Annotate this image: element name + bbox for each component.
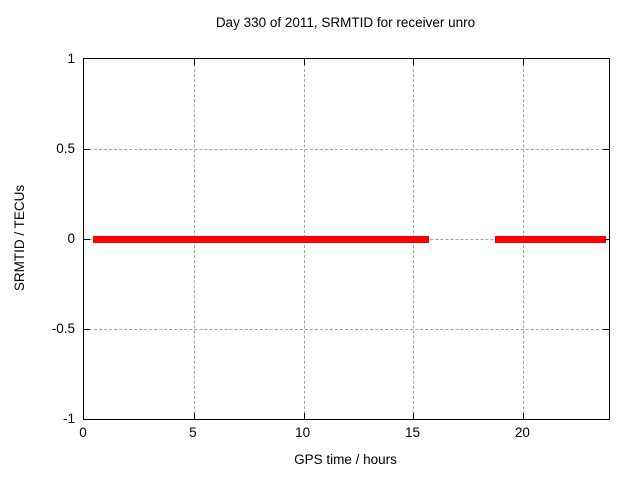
x-tick-label-15: 15	[404, 425, 420, 440]
y-tick-label--0.5: -0.5	[51, 321, 75, 336]
y-tick-label-0.5: 0.5	[56, 141, 75, 156]
x-tick-label-20: 20	[514, 425, 530, 440]
tick-y-0	[84, 239, 90, 240]
tick-y-right-0	[603, 239, 609, 240]
tick-x-top-15	[413, 59, 415, 65]
gridline-y--0.5	[84, 329, 609, 330]
tick-x-top-10	[303, 59, 305, 65]
tick-x-top-5	[193, 59, 195, 65]
tick-x-5	[193, 413, 195, 419]
tick-x-10	[303, 413, 305, 419]
plot-area	[83, 58, 610, 420]
data-segment-0	[92, 235, 429, 243]
x-tick-label-10: 10	[295, 425, 311, 440]
gridline-y-0.5	[84, 149, 609, 150]
x-tick-label-5: 5	[189, 425, 197, 440]
y-axis-label: SRMTID / TECUs	[12, 184, 27, 292]
x-tick-label-0: 0	[79, 425, 87, 440]
tick-y-right--0.5	[603, 329, 609, 330]
tick-x-15	[413, 413, 415, 419]
tick-y-right-0.5	[603, 149, 609, 150]
y-tick-label-1: 1	[67, 51, 75, 66]
tick-x-20	[523, 413, 525, 419]
data-segment-1	[494, 235, 606, 243]
chart-title: Day 330 of 2011, SRMTID for receiver unr…	[215, 15, 476, 30]
y-tick-label--1: -1	[62, 411, 75, 426]
tick-y-0.5	[84, 149, 90, 150]
tick-y--0.5	[84, 329, 90, 330]
tick-x-top-20	[523, 59, 525, 65]
y-tick-label-0: 0	[67, 231, 75, 246]
x-axis-label: GPS time / hours	[294, 452, 397, 467]
